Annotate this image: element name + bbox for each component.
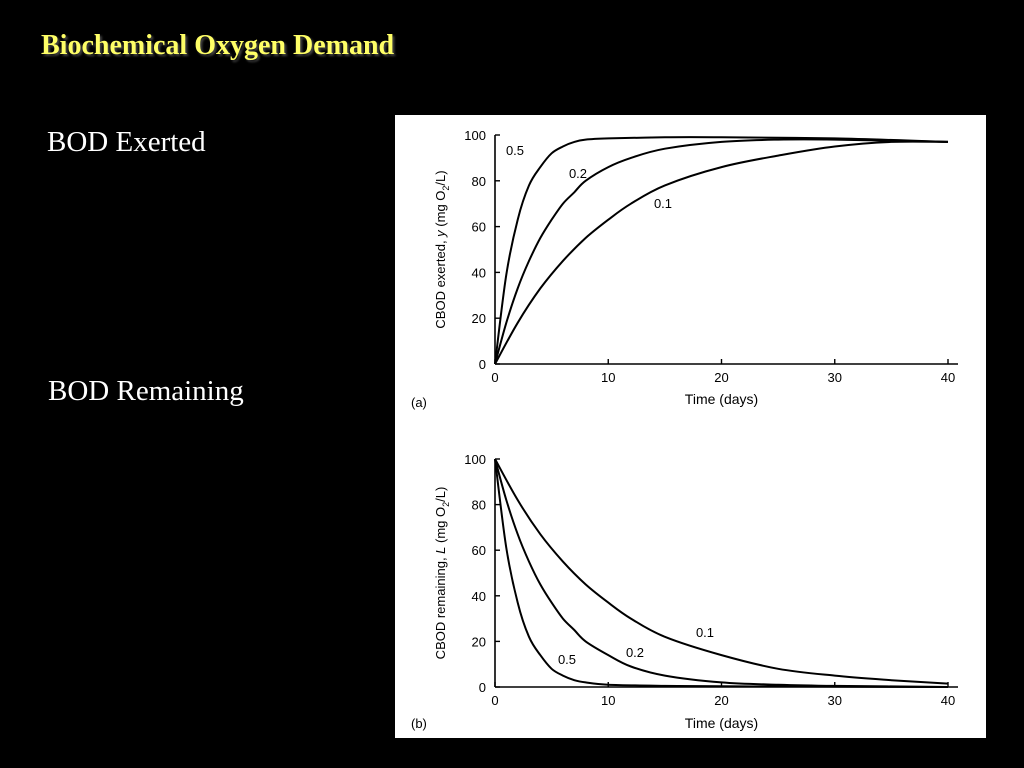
series-line-k-0_5 [494, 458, 949, 688]
y-tick-label: 0 [479, 680, 486, 695]
series-line-k-0_1 [494, 140, 949, 365]
chart-panel-b: 0 10 20 30 40 0 20 40 60 80 100 Time (days) CBOD rem… [411, 452, 958, 731]
y-axis-label-unit: (mg O [433, 507, 448, 547]
y-tick-label: 80 [472, 498, 486, 513]
x-axis-label: Time (days) [685, 391, 758, 407]
y-axis-label-sub: 2 [441, 186, 451, 191]
series-label-k-0_1: 0.1 [654, 196, 672, 211]
series-line-k-0_2 [494, 138, 949, 365]
x-tick-label: 20 [714, 370, 728, 385]
series-label-k-0_1: 0.1 [696, 625, 714, 640]
bod-figure: 0 10 20 30 40 0 20 40 60 80 100 Time (days) CBOD exe… [395, 115, 986, 738]
y-tick-label: 20 [472, 311, 486, 326]
x-tick-label: 10 [601, 693, 615, 708]
y-axis-label-text: CBOD remaining, [433, 554, 448, 659]
series-label-k-0_2: 0.2 [569, 166, 587, 181]
slide-title: Biochemical Oxygen Demand [41, 30, 395, 61]
y-tick-label: 40 [472, 265, 486, 280]
y-tick-label: 60 [472, 543, 486, 558]
series-line-k-0_5 [494, 136, 949, 365]
x-tick-label: 40 [941, 693, 955, 708]
y-tick-label: 0 [479, 357, 486, 372]
x-tick-label: 10 [601, 370, 615, 385]
x-axis-label: Time (days) [685, 715, 758, 731]
x-tick-label: 0 [491, 370, 498, 385]
y-tick-label: 20 [472, 634, 486, 649]
y-tick-label: 80 [472, 174, 486, 189]
x-tick-label: 30 [828, 370, 842, 385]
y-axis-label-unit-end: /L) [433, 487, 448, 502]
series-label-k-0_5: 0.5 [558, 652, 576, 667]
y-tick-label: 60 [472, 220, 486, 235]
series-label-k-0_2: 0.2 [626, 645, 644, 660]
x-tick-label: 30 [828, 693, 842, 708]
y-tick-label: 100 [464, 128, 486, 143]
series-line-k-0_1 [494, 458, 949, 685]
y-axis-label-unit-end: /L) [433, 170, 448, 185]
y-tick-label: 100 [464, 452, 486, 467]
bullet-bod-remaining: BOD Remaining [48, 375, 244, 407]
panel-label: (a) [411, 395, 427, 410]
y-tick-label: 40 [472, 589, 486, 604]
chart-panel-a: 0 10 20 30 40 0 20 40 60 80 100 Time (days) CBOD exe… [411, 128, 958, 410]
y-axis-label-text: CBOD exerted, [433, 237, 448, 329]
x-tick-label: 0 [491, 693, 498, 708]
bullet-bod-exerted: BOD Exerted [47, 126, 206, 158]
y-axis-label-var: L [433, 547, 448, 554]
panel-label: (b) [411, 716, 427, 731]
y-axis-label-sub: 2 [441, 502, 451, 507]
y-axis-label: CBOD remaining, L (mg O2/L) [433, 487, 451, 660]
x-tick-label: 20 [714, 693, 728, 708]
series-line-k-0_2 [494, 458, 949, 688]
y-axis-label: CBOD exerted, y (mg O2/L) [433, 170, 451, 328]
y-axis-label-unit: (mg O [433, 191, 448, 231]
series-label-k-0_5: 0.5 [506, 143, 524, 158]
x-tick-label: 40 [941, 370, 955, 385]
y-axis-label-var: y [433, 229, 448, 238]
